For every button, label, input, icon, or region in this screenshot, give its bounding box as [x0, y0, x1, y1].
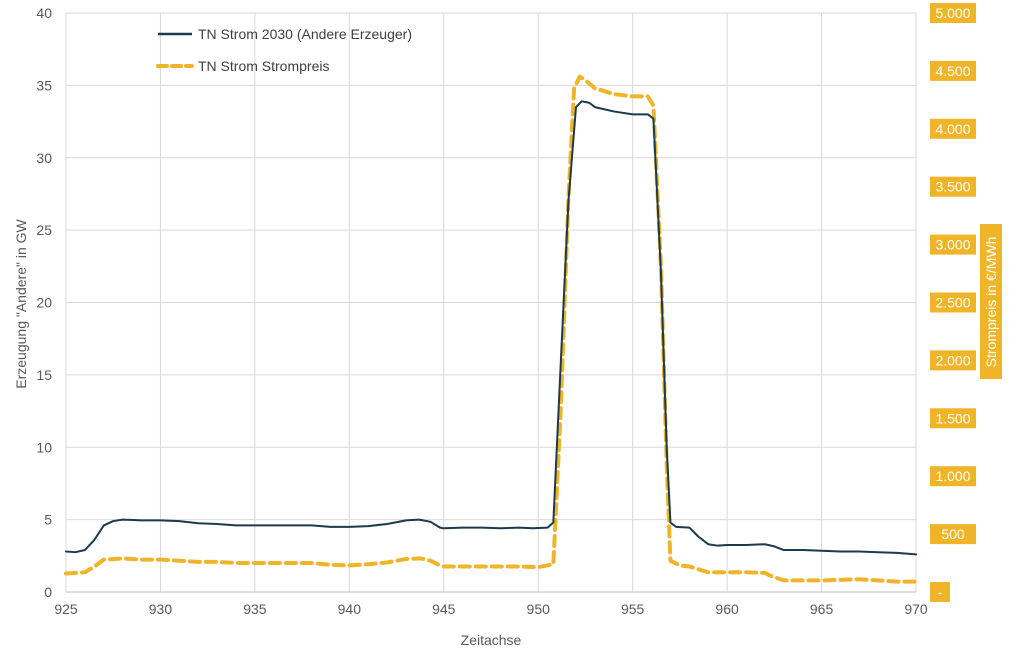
y2-tick-background	[930, 234, 976, 255]
y2-tick-label: 5.000	[935, 5, 970, 21]
x-tick-label: 950	[527, 601, 551, 617]
y2-axis-ticks: - 500 1.000 1.500 2.000 2.500 3.000 3.500 4.000 4…	[930, 3, 976, 602]
y2-tick-background	[930, 466, 976, 487]
legend-label-generation: TN Strom 2030 (Andere Erzeuger)	[198, 26, 412, 42]
legend: TN Strom 2030 (Andere Erzeuger) TN Strom…	[156, 26, 412, 74]
y-tick-label: 0	[44, 584, 52, 600]
x-tick-label: 960	[715, 601, 739, 617]
y2-tick-background	[930, 60, 976, 81]
y2-tick-background	[930, 292, 976, 313]
y-tick-label: 25	[36, 222, 52, 238]
y2-tick-label: 4.500	[935, 63, 970, 79]
x-tick-label: 965	[810, 601, 834, 617]
y2-tick-background	[930, 524, 976, 545]
y2-tick-background	[930, 350, 976, 371]
y2-tick-label: 2.000	[935, 352, 970, 368]
y2-tick-label: 2.500	[935, 295, 970, 311]
series-line-price	[64, 74, 918, 584]
y2-tick-label: 3.000	[935, 237, 970, 253]
y2-tick-background	[930, 582, 950, 602]
y-tick-label: 15	[36, 367, 52, 383]
y2-tick: 1.000	[930, 466, 976, 487]
x-tick-label: 930	[149, 601, 173, 617]
y2-tick: 4.000	[930, 118, 976, 139]
x-tick-label: 935	[243, 601, 267, 617]
y2-tick-label: 4.000	[935, 121, 970, 137]
grid	[65, 12, 917, 593]
y2-tick: 2.000	[930, 350, 976, 371]
x-axis-ticks: 925 930 935 940 945 950 955 960 965 970	[54, 601, 928, 617]
y2-tick-background	[930, 118, 976, 139]
y-tick-label: 10	[36, 439, 52, 455]
y-tick-label: 20	[36, 295, 52, 311]
x-tick-label: 970	[904, 601, 928, 617]
y-tick-label: 30	[36, 150, 52, 166]
y-tick-label: 40	[36, 5, 52, 21]
x-tick-label: 925	[54, 601, 78, 617]
y2-tick: 2.500	[930, 292, 976, 313]
y-tick-label: 35	[36, 77, 52, 93]
x-tick-label: 955	[621, 601, 645, 617]
y2-tick-label: 1.000	[935, 468, 970, 484]
y2-tick: -	[930, 582, 950, 602]
y2-tick: 5.000	[930, 3, 976, 23]
y2-axis-title-badge: Strompreis in €/MWh	[980, 224, 1002, 379]
y2-tick-label: -	[938, 584, 943, 600]
y2-tick-background	[930, 3, 976, 23]
series-line-generation	[65, 100, 917, 556]
y2-tick: 1.500	[930, 408, 976, 429]
y2-axis-title-background	[980, 224, 1002, 379]
y-axis-ticks: 0 5 10 15 20 25 30 35 40	[36, 5, 52, 600]
y-tick-label: 5	[44, 512, 52, 528]
x-tick-label: 945	[432, 601, 456, 617]
legend-label-price: TN Strom Strompreis	[198, 58, 329, 74]
y2-tick: 4.500	[930, 60, 976, 81]
x-tick-label: 940	[338, 601, 362, 617]
y2-tick: 500	[930, 524, 976, 545]
series-group	[64, 74, 918, 584]
y2-tick-label: 1.500	[935, 410, 970, 426]
y2-tick-label: 500	[941, 526, 965, 542]
y2-tick: 3.000	[930, 234, 976, 255]
y2-tick-background	[930, 408, 976, 429]
y2-axis-title: Strompreis in €/MWh	[983, 237, 999, 368]
y-axis-title: Erzeugung "Andere" in GW	[13, 218, 29, 388]
x-axis-title: Zeitachse	[461, 632, 522, 648]
y2-tick-label: 3.500	[935, 179, 970, 195]
y2-tick-background	[930, 176, 976, 197]
y2-tick: 3.500	[930, 176, 976, 197]
